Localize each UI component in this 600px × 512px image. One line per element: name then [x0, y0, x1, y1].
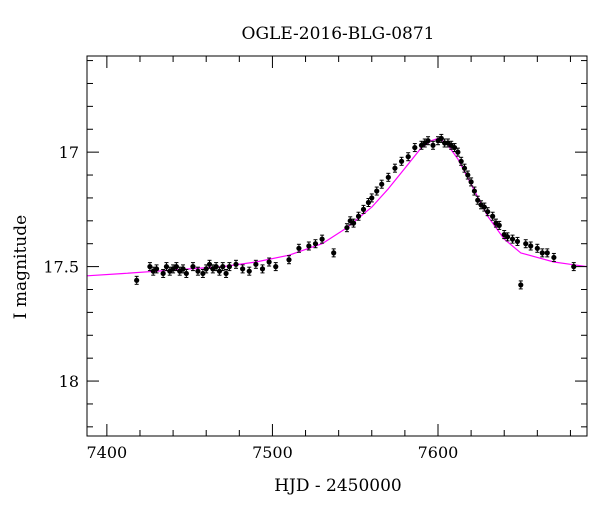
data-point: [206, 259, 213, 269]
data-point: [153, 264, 160, 274]
data-point: [544, 248, 550, 258]
x-tick-label: 7500: [252, 443, 293, 462]
data-point: [246, 266, 252, 276]
data-point: [220, 262, 226, 272]
data-point: [430, 140, 436, 150]
data-point: [355, 211, 362, 221]
data-point: [438, 133, 444, 143]
data-point: [461, 163, 468, 173]
data-point: [360, 204, 367, 214]
data-point: [286, 255, 292, 265]
data-point: [485, 207, 491, 217]
data-point: [455, 147, 461, 157]
data-point: [514, 236, 521, 246]
x-tick-label: 7400: [87, 443, 128, 462]
data-point: [350, 218, 357, 228]
data-point: [518, 280, 524, 290]
data-point: [253, 259, 259, 269]
data-point: [223, 268, 229, 278]
x-axis-label: HJD - 2450000: [274, 476, 402, 496]
data-point: [134, 275, 140, 285]
data-point: [160, 268, 166, 278]
data-point: [471, 186, 478, 196]
data-point: [392, 163, 398, 173]
data-point: [306, 241, 312, 251]
data-point: [344, 223, 350, 233]
data-point: [481, 202, 487, 212]
data-point: [504, 232, 511, 242]
data-point: [458, 156, 464, 166]
data-point: [319, 234, 325, 244]
data-point: [468, 177, 474, 187]
data-point: [216, 266, 223, 276]
data-point: [331, 248, 337, 258]
data-point: [405, 152, 411, 162]
data-point: [418, 140, 425, 150]
data-point: [273, 262, 279, 272]
x-tick-label: 7600: [418, 443, 459, 462]
data-point: [365, 198, 372, 208]
data-point: [190, 262, 196, 272]
tick-labels: 7400 7500 7600 17 17.5 18: [43, 143, 458, 462]
data-point: [177, 266, 183, 276]
model-curve: [87, 137, 587, 277]
y-tick-label: 18: [59, 372, 79, 391]
y-axis-label: I magnitude: [11, 215, 31, 319]
data-point: [296, 243, 302, 253]
plot-area: [87, 133, 587, 290]
chart-title: OGLE-2016-BLG-0871: [242, 24, 435, 44]
data-point: [180, 264, 186, 274]
plot-frame: [86, 55, 588, 437]
data-point: [385, 172, 391, 182]
data-point: [173, 262, 180, 272]
data-point: [412, 143, 418, 153]
data-point: [233, 259, 239, 269]
data-point: [509, 234, 516, 244]
data-point: [259, 264, 266, 274]
data-point: [226, 262, 232, 272]
data-point: [551, 252, 557, 262]
data-point: [266, 257, 272, 267]
data-point: [539, 248, 545, 258]
data-point: [379, 179, 385, 189]
data-point: [523, 239, 529, 249]
axis-ticks: [87, 56, 587, 436]
data-point: [203, 264, 209, 274]
y-tick-label: 17.5: [43, 258, 79, 277]
data-point: [312, 239, 319, 249]
y-tick-label: 17: [59, 143, 79, 162]
data-point: [465, 170, 471, 180]
data-point: [571, 262, 577, 272]
data-point: [240, 264, 246, 274]
data-point: [195, 266, 201, 276]
data-point: [534, 243, 540, 253]
data-point: [398, 156, 405, 166]
data-point: [528, 241, 534, 251]
data-point: [490, 211, 496, 221]
data-point: [425, 136, 431, 146]
data-point: [374, 186, 380, 196]
data-point: [496, 220, 502, 230]
data-point: [147, 262, 153, 272]
data-point: [183, 268, 189, 278]
data-point: [369, 193, 375, 203]
